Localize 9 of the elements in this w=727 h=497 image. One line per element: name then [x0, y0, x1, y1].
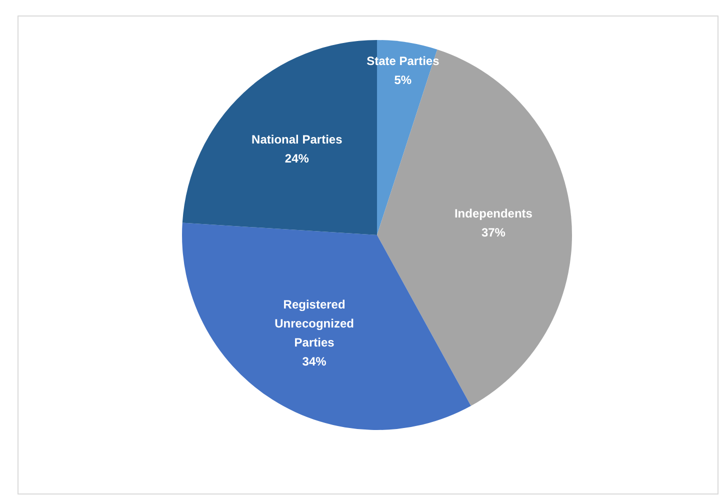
data-label: 34% [302, 354, 327, 368]
data-label: 5% [394, 72, 412, 87]
slice-label: State Parties [366, 54, 440, 68]
data-label: 37% [481, 226, 506, 240]
slice-label: National Parties [252, 132, 343, 146]
data-label: 24% [284, 151, 310, 166]
slice-label: Independents [454, 206, 533, 221]
slice-label: Registered Unrecognized Parties [274, 297, 354, 350]
pie-slice [182, 222, 471, 430]
